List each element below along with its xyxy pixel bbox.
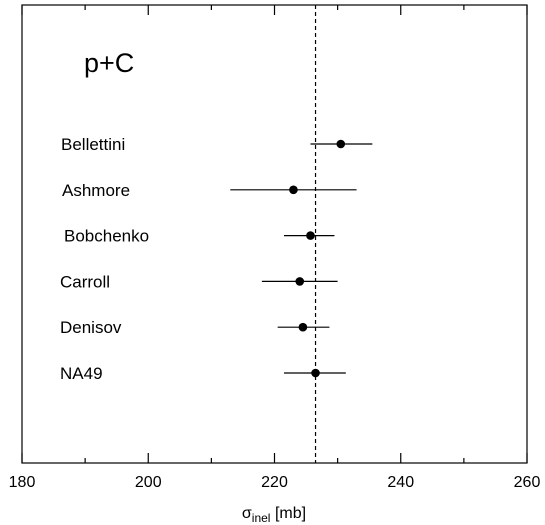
data-point bbox=[295, 277, 305, 286]
data-point bbox=[306, 231, 315, 240]
x-tick-label: 180 bbox=[9, 474, 36, 491]
x-tick-label: 260 bbox=[514, 474, 541, 491]
point-label: Ashmore bbox=[62, 181, 130, 200]
data-point bbox=[289, 185, 298, 195]
x-tick-label: 220 bbox=[261, 474, 288, 491]
data-point bbox=[298, 322, 308, 332]
x-axis-ticks bbox=[21, 5, 528, 463]
point-label: Bobchenko bbox=[64, 227, 149, 246]
data-point bbox=[336, 139, 346, 149]
data-points bbox=[230, 139, 373, 378]
point-label: NA49 bbox=[60, 364, 103, 383]
point-label: Bellettini bbox=[61, 135, 125, 154]
x-tick-label: 200 bbox=[135, 474, 162, 491]
point-label: Carroll bbox=[60, 272, 110, 291]
data-point bbox=[311, 368, 320, 378]
panel-label: p+C bbox=[84, 48, 134, 78]
x-axis-title-symbol: σ bbox=[242, 505, 252, 522]
x-axis-tick-labels: 180 200 220 240 260 bbox=[9, 474, 541, 491]
x-tick-label: 240 bbox=[387, 474, 414, 491]
x-axis-title-subscript: inel bbox=[252, 511, 271, 525]
point-label: Denisov bbox=[60, 318, 122, 337]
x-axis-title-unit: [mb] bbox=[275, 505, 306, 522]
x-axis-title: σinel [mb] bbox=[242, 505, 306, 525]
point-labels: Bellettini Ashmore Bobchenko Carroll Denisov… bbox=[60, 135, 149, 383]
